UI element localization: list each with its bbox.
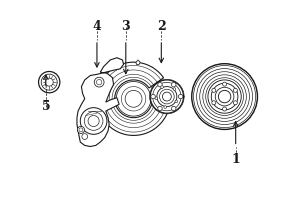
Polygon shape <box>136 60 140 65</box>
Circle shape <box>175 100 178 103</box>
Circle shape <box>223 82 227 86</box>
Circle shape <box>80 108 107 134</box>
Circle shape <box>88 115 99 127</box>
Circle shape <box>211 83 238 110</box>
Circle shape <box>38 71 60 93</box>
Circle shape <box>215 87 234 106</box>
Circle shape <box>233 88 237 92</box>
Circle shape <box>77 126 85 133</box>
Circle shape <box>155 97 158 100</box>
Circle shape <box>212 88 216 92</box>
Circle shape <box>171 106 176 111</box>
Circle shape <box>45 78 53 86</box>
Circle shape <box>212 101 216 105</box>
Circle shape <box>116 81 151 116</box>
Circle shape <box>173 88 176 90</box>
Circle shape <box>158 82 162 87</box>
Text: 5: 5 <box>41 100 50 113</box>
Circle shape <box>208 80 241 113</box>
Circle shape <box>178 94 183 99</box>
Circle shape <box>157 87 177 107</box>
Circle shape <box>164 106 167 108</box>
Text: 3: 3 <box>121 20 130 33</box>
Circle shape <box>192 64 258 129</box>
Text: 4: 4 <box>93 20 101 33</box>
Circle shape <box>94 77 104 87</box>
Circle shape <box>150 80 184 113</box>
Circle shape <box>223 107 227 111</box>
Circle shape <box>82 134 88 139</box>
Circle shape <box>218 90 231 103</box>
Circle shape <box>233 101 237 105</box>
Text: 1: 1 <box>231 153 240 166</box>
Text: 2: 2 <box>157 20 166 33</box>
Circle shape <box>158 106 162 111</box>
Polygon shape <box>97 62 170 135</box>
Circle shape <box>163 92 171 101</box>
Polygon shape <box>77 58 124 147</box>
Circle shape <box>151 94 155 99</box>
Circle shape <box>125 90 142 107</box>
Circle shape <box>161 86 163 88</box>
Circle shape <box>172 82 176 87</box>
